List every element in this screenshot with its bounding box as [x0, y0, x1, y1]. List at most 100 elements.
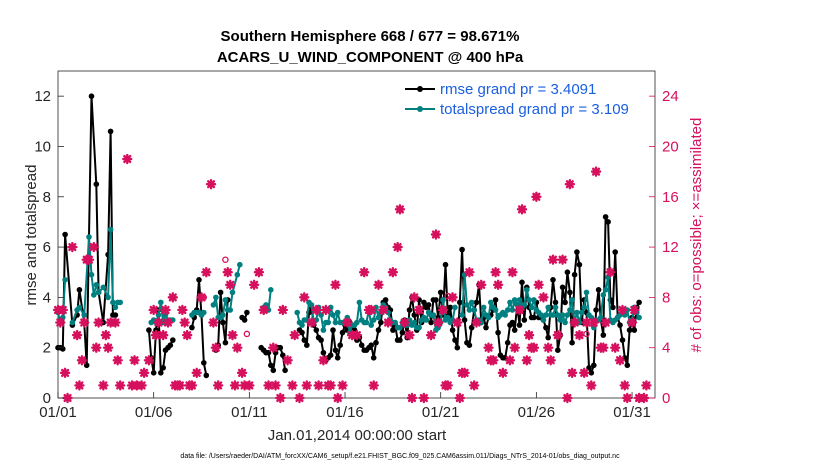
totalspread-point	[416, 324, 422, 331]
obs-assimilated-marker	[332, 392, 343, 404]
obs-assimilated-marker	[201, 267, 212, 278]
rmse-point	[631, 327, 638, 333]
totalspread-point	[471, 307, 478, 313]
rmse-point	[454, 344, 461, 351]
rmse-point	[220, 319, 226, 326]
totalspread-point	[356, 299, 363, 306]
rmse-point	[571, 271, 578, 278]
x-tick-label: 01/26	[518, 404, 556, 421]
obs-assimilated-marker	[110, 317, 121, 328]
obs-assimilated-marker	[162, 317, 174, 328]
obs-assimilated-marker	[368, 380, 379, 391]
rmse-point	[217, 289, 224, 296]
obs-assimilated-marker	[337, 380, 348, 391]
totalspread-point	[363, 319, 370, 326]
totalspread-point	[237, 261, 243, 268]
obs-assimilated-marker	[158, 329, 169, 341]
totalspread-point	[229, 289, 236, 296]
obs-assimilated-marker	[55, 317, 66, 328]
totalspread-point	[370, 317, 377, 323]
obs-assimilated-marker	[91, 342, 102, 353]
y-right-tick-label: 12	[662, 239, 679, 256]
totalspread-point	[511, 297, 518, 303]
obs-assimilated-marker	[547, 254, 559, 265]
obs-assimilated-marker	[394, 204, 406, 215]
totalspread-point	[578, 309, 585, 316]
obs-assimilated-marker	[378, 304, 389, 316]
chart-title-line2: ACARS_U_WIND_COMPONENT @ 400 hPa	[217, 49, 524, 66]
obs-assimilated-marker	[358, 267, 370, 278]
obs-assimilated-marker	[122, 153, 133, 165]
obs-assimilated-marker	[222, 267, 233, 278]
totalspread-point	[227, 307, 233, 313]
obs-assimilated-marker	[253, 267, 265, 278]
rmse-point	[277, 344, 284, 351]
obs-assimilated-marker	[543, 342, 554, 353]
obs-assimilated-marker	[114, 380, 126, 391]
obs-assimilated-marker	[320, 304, 332, 316]
x-axis-label: Jan.01,2014 00:00:00 start	[268, 427, 447, 444]
totalspread-point	[528, 304, 535, 311]
obs-assimilated-marker	[208, 317, 219, 328]
obs-assimilated-marker	[514, 304, 525, 316]
rmse-point	[375, 327, 382, 333]
obs-assimilated-marker	[351, 329, 363, 341]
obs-possible-marker	[243, 330, 251, 338]
obs-assimilated-marker	[574, 329, 585, 341]
totalspread-point	[81, 312, 87, 318]
obs-assimilated-marker	[181, 329, 193, 341]
obs-assimilated-marker	[476, 279, 487, 291]
rmse-point	[339, 329, 346, 336]
obs-assimilated-marker	[299, 292, 310, 303]
y-right-tick-label: 16	[662, 189, 679, 206]
rmse-point	[492, 297, 499, 303]
obs-assimilated-marker	[205, 178, 217, 190]
legend-marker-totalspread	[417, 106, 423, 112]
rmse-point	[562, 299, 568, 306]
totalspread-point	[268, 287, 274, 293]
totalspread-point	[294, 309, 301, 316]
obs-assimilated-marker	[282, 355, 293, 366]
totalspread-point	[234, 271, 241, 278]
rmse-point	[511, 327, 518, 333]
obs-assimilated-marker	[191, 367, 202, 379]
rmse-point	[521, 317, 528, 323]
obs-assimilated-marker	[552, 329, 563, 341]
rmse-point	[334, 355, 341, 361]
y-right-tick-label: 24	[662, 88, 679, 105]
obs-assimilated-marker	[342, 317, 353, 328]
rmse-point	[612, 249, 618, 255]
obs-assimilated-marker	[638, 392, 650, 404]
rmse-point	[112, 312, 119, 318]
obs-assimilated-marker	[153, 317, 164, 328]
footer-data-file: data file: /Users/raeder/DAI/ATM_forcXX/…	[180, 453, 620, 460]
obs-assimilated-marker	[562, 392, 573, 404]
obs-assimilated-marker	[62, 392, 73, 404]
totalspread-point	[502, 312, 509, 318]
rmse-point	[595, 287, 602, 293]
obs-assimilated-marker	[244, 380, 255, 391]
y-left-tick-label: 0	[43, 390, 51, 407]
obs-assimilated-marker	[268, 342, 279, 353]
rmse-point	[600, 332, 607, 338]
rmse-point	[574, 249, 580, 255]
obs-assimilated-marker	[325, 380, 336, 391]
obs-assimilated-marker	[287, 380, 298, 391]
rmse-point	[373, 339, 379, 346]
obs-assimilated-marker	[492, 279, 504, 291]
obs-assimilated-marker	[232, 342, 243, 353]
totalspread-point	[95, 289, 102, 296]
obs-assimilated-marker	[622, 392, 633, 404]
rmse-point	[167, 342, 174, 349]
totalspread-point	[488, 299, 494, 306]
obs-assimilated-marker	[143, 355, 155, 366]
totalspread-point	[602, 287, 609, 293]
obs-assimilated-marker	[275, 392, 286, 404]
obs-assimilated-marker	[619, 380, 630, 391]
totalspread-point	[220, 312, 226, 318]
obs-assimilated-marker	[301, 380, 312, 391]
totalspread-point	[423, 317, 430, 323]
obs-assimilated-marker	[225, 279, 236, 291]
totalspread-point	[325, 319, 332, 326]
rmse-point	[330, 327, 336, 333]
